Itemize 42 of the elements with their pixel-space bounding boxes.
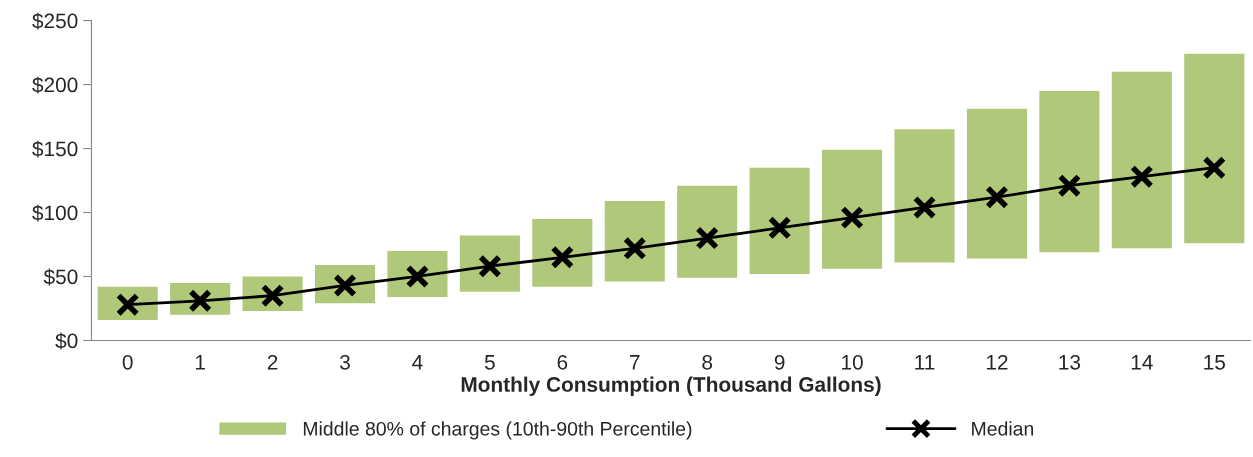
point <box>840 205 864 230</box>
y-tick-label: $250 <box>32 12 78 30</box>
y-tick-label: $100 <box>32 204 78 222</box>
legend-label: Median <box>972 421 1034 436</box>
x-tick-label: 9 <box>774 354 785 370</box>
x-tick-label: 3 <box>340 354 350 370</box>
y-tick-label: $50 <box>43 268 78 286</box>
point <box>912 195 937 220</box>
bar <box>532 218 593 287</box>
x-axis-title: Monthly Consumption (Thousand Gallons) <box>461 376 881 396</box>
point <box>985 185 1009 209</box>
x-tick-label: 4 <box>412 355 423 370</box>
point <box>1057 173 1082 198</box>
x-tick-label: 12 <box>986 354 1008 370</box>
x-tick-label: 0 <box>122 354 133 370</box>
point <box>767 216 792 240</box>
y-tick-label: $150 <box>32 140 78 158</box>
point <box>1202 155 1227 180</box>
bar <box>749 167 810 274</box>
x-tick-label: 7 <box>630 355 640 370</box>
bar <box>1184 53 1245 244</box>
legend-label: Middle 80% of charges (10th-90th Percentile) <box>303 421 692 440</box>
bar <box>894 129 955 263</box>
x-tick-label: 1 <box>195 355 205 370</box>
bar <box>966 108 1028 259</box>
y-tick-label: $0 <box>55 332 78 350</box>
x-tick-label: 13 <box>1059 354 1081 370</box>
bar <box>1111 71 1172 249</box>
bar <box>1039 90 1100 253</box>
x-tick-label: 6 <box>557 354 568 370</box>
x-tick-label: 14 <box>1131 355 1153 370</box>
x-tick-label: 11 <box>915 355 935 370</box>
bar <box>677 185 738 278</box>
bar <box>822 149 883 269</box>
x-tick-label: 5 <box>484 355 495 370</box>
y-tick-label: $200 <box>32 76 78 94</box>
x-tick-label: 8 <box>702 354 713 370</box>
point <box>1130 164 1154 189</box>
x-tick-label: 2 <box>267 354 278 370</box>
x-tick-label: 10 <box>842 354 863 370</box>
bar <box>604 200 665 282</box>
x-tick-label: 15 <box>1204 355 1225 370</box>
